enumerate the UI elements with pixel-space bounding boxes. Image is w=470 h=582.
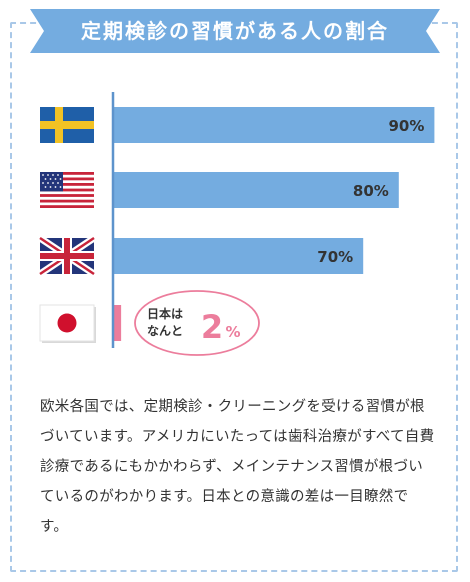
- bar-japan: [114, 305, 122, 341]
- callout-unit: %: [225, 323, 240, 341]
- bar-label-sweden: 90%: [388, 117, 424, 135]
- ribbon-shape: [30, 9, 440, 53]
- bar-label-group: 90% 80% 70%: [317, 117, 424, 266]
- bar-group: [114, 107, 435, 341]
- bar-label-usa: 80%: [353, 182, 389, 200]
- flag-column: [38, 107, 96, 343]
- callout-line1: 日本は: [147, 306, 183, 321]
- japan-flag-icon: [39, 304, 96, 343]
- callout-line2: なんと: [147, 324, 183, 338]
- uk-flag-icon: [38, 235, 96, 277]
- bar-usa: [114, 172, 399, 208]
- chart-title: 定期検診の習慣がある人の割合: [81, 19, 389, 43]
- title-ribbon: 定期検診の習慣がある人の割合: [26, 6, 444, 56]
- callout-ellipse: [134, 290, 260, 356]
- callout-number: 2: [201, 308, 223, 346]
- usa-flag-icon: [40, 172, 94, 208]
- bar-label-uk: 70%: [317, 248, 353, 266]
- bar-uk: [114, 238, 364, 274]
- description-text: 欧米各国では、定期検診・クリーニングを受ける習慣が根づいています。アメリカにいた…: [40, 399, 435, 535]
- japan-callout: 日本は なんと 2 %: [134, 290, 260, 356]
- bar-sweden: [114, 107, 435, 143]
- sweden-flag-icon: [40, 107, 94, 143]
- bar-chart: 90% 80% 70% 日本は なんと 2 %: [38, 92, 435, 356]
